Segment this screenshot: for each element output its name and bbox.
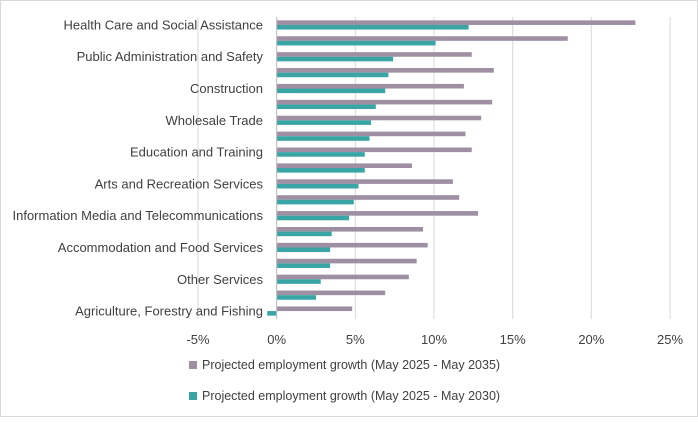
category-label: Health Care and Social Assistance bbox=[64, 17, 263, 32]
x-tick-label: -5% bbox=[186, 332, 210, 347]
bar-2035 bbox=[276, 83, 464, 89]
bar-2035 bbox=[276, 226, 423, 232]
bar-2030 bbox=[276, 279, 321, 284]
bar-2035 bbox=[276, 147, 472, 153]
legend-item-2035: Projected employment growth (May 2025 - … bbox=[189, 358, 500, 372]
bar-2030 bbox=[276, 72, 389, 78]
bar-2030 bbox=[276, 152, 365, 157]
x-tick-label: 20% bbox=[578, 332, 604, 347]
bar-2030 bbox=[276, 263, 331, 268]
x-tick-label: 25% bbox=[657, 332, 683, 347]
bar-2030 bbox=[276, 247, 331, 253]
bar-2030 bbox=[276, 104, 376, 110]
category-label: Other Services bbox=[177, 272, 263, 287]
bar-2035 bbox=[276, 242, 428, 248]
bar-2035 bbox=[276, 52, 472, 57]
category-label: Construction bbox=[190, 81, 263, 96]
bar-2030 bbox=[276, 199, 354, 205]
legend-swatch-2030 bbox=[189, 392, 197, 400]
bar-2035 bbox=[276, 99, 493, 105]
category-label: Public Administration and Safety bbox=[77, 49, 264, 64]
bar-2035 bbox=[276, 274, 409, 280]
bar-2035 bbox=[276, 36, 568, 41]
bar-2030 bbox=[276, 120, 372, 125]
bar-2030 bbox=[276, 40, 436, 46]
category-label: Information Media and Telecommunications bbox=[12, 208, 263, 223]
bar-2035 bbox=[276, 179, 453, 184]
x-tick-label: 10% bbox=[421, 332, 447, 347]
category-label: Agriculture, Forestry and Fishing bbox=[75, 304, 263, 319]
bar-2035 bbox=[276, 290, 386, 296]
legend-swatch-2035 bbox=[189, 361, 197, 369]
legend-label-2035: Projected employment growth (May 2025 - … bbox=[202, 358, 501, 372]
x-tick-label: 0% bbox=[267, 332, 286, 347]
bar-2030 bbox=[276, 168, 365, 173]
bar-2030 bbox=[267, 311, 277, 316]
bar-2030 bbox=[276, 295, 316, 300]
x-tick-label: 15% bbox=[500, 332, 526, 347]
bar-2035 bbox=[276, 195, 460, 200]
bar-2035 bbox=[276, 20, 636, 25]
bar-2035 bbox=[276, 211, 479, 216]
bar-2030 bbox=[276, 231, 332, 237]
bar-2035 bbox=[276, 115, 482, 121]
bar-2035 bbox=[276, 163, 412, 168]
x-tick-label: 5% bbox=[346, 332, 365, 347]
bar-2030 bbox=[276, 183, 359, 189]
category-label: Accommodation and Food Services bbox=[58, 240, 264, 255]
bar-2030 bbox=[276, 136, 370, 141]
bar-2030 bbox=[276, 88, 386, 94]
bar-2035 bbox=[276, 131, 466, 137]
bar-2035 bbox=[276, 68, 494, 73]
bar-2035 bbox=[276, 258, 417, 264]
legend-label-2030: Projected employment growth (May 2025 - … bbox=[202, 389, 501, 403]
bar-2030 bbox=[276, 24, 469, 30]
category-label: Education and Training bbox=[130, 145, 263, 160]
bar-2030 bbox=[276, 215, 350, 221]
category-label: Arts and Recreation Services bbox=[95, 176, 264, 191]
bar-2030 bbox=[276, 56, 394, 62]
legend-item-2030: Projected employment growth (May 2025 - … bbox=[189, 389, 500, 403]
category-label: Wholesale Trade bbox=[165, 113, 263, 128]
bar-2035 bbox=[276, 306, 353, 312]
